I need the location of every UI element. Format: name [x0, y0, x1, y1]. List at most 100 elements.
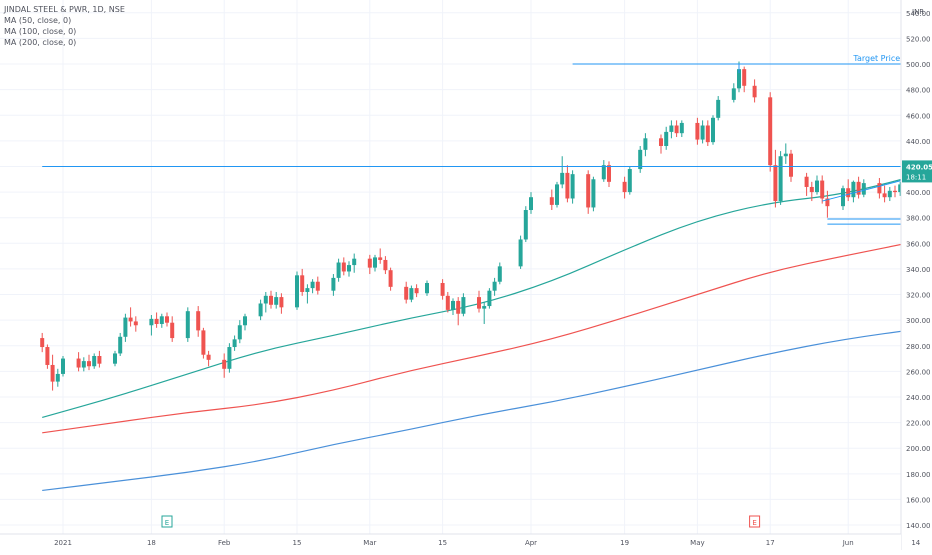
candle[interactable]	[674, 120, 679, 138]
candle[interactable]	[742, 66, 747, 93]
candle[interactable]	[133, 316, 138, 332]
candle[interactable]	[570, 170, 575, 204]
candle[interactable]	[97, 350, 102, 368]
candle[interactable]	[159, 313, 164, 328]
candle[interactable]	[882, 185, 887, 203]
candle[interactable]	[887, 186, 892, 202]
candle[interactable]	[560, 156, 565, 189]
candle[interactable]	[643, 133, 648, 157]
candle[interactable]	[877, 178, 882, 199]
candle[interactable]	[55, 368, 60, 387]
candle[interactable]	[196, 306, 201, 337]
candle[interactable]	[752, 79, 757, 103]
candle[interactable]	[622, 176, 627, 199]
indicator-ma100[interactable]: MA (100, close, 0)	[4, 27, 77, 36]
candle[interactable]	[118, 332, 123, 356]
candle[interactable]	[300, 268, 305, 296]
candle[interactable]	[549, 189, 554, 211]
current-price-tag[interactable]: 420.05 18:11	[902, 160, 932, 183]
candle[interactable]	[305, 284, 310, 304]
candle[interactable]	[601, 160, 606, 182]
candle[interactable]	[591, 176, 596, 212]
candle[interactable]	[669, 120, 674, 139]
candle[interactable]	[388, 267, 393, 291]
candle[interactable]	[445, 291, 450, 313]
candle[interactable]	[378, 248, 383, 264]
candle[interactable]	[269, 290, 273, 309]
candle[interactable]	[123, 313, 128, 342]
candle[interactable]	[149, 315, 154, 336]
candle[interactable]	[482, 302, 487, 324]
candle[interactable]	[383, 256, 388, 275]
candle[interactable]	[529, 192, 533, 214]
candle[interactable]	[50, 354, 55, 391]
candle[interactable]	[310, 279, 315, 294]
candle[interactable]	[341, 257, 346, 276]
candle[interactable]	[705, 120, 710, 146]
candle[interactable]	[523, 206, 528, 243]
candle[interactable]	[232, 335, 237, 351]
indicator-ma50[interactable]: MA (50, close, 0)	[4, 16, 72, 25]
candle[interactable]	[237, 320, 242, 344]
candle[interactable]	[352, 253, 357, 273]
candle[interactable]	[222, 353, 227, 378]
candle[interactable]	[711, 115, 715, 145]
candle[interactable]	[492, 277, 497, 296]
candle[interactable]	[497, 262, 502, 285]
candle[interactable]	[898, 181, 903, 196]
candle[interactable]	[783, 143, 788, 164]
candle[interactable]	[773, 149, 778, 208]
candle[interactable]	[846, 179, 851, 202]
candle[interactable]	[113, 350, 117, 367]
candle[interactable]	[778, 151, 783, 205]
candle[interactable]	[607, 161, 611, 187]
time-axis[interactable]	[0, 534, 901, 550]
candle[interactable]	[76, 352, 81, 372]
price-axis[interactable]	[901, 0, 932, 550]
candle[interactable]	[804, 172, 809, 196]
candle[interactable]	[440, 279, 445, 300]
candle[interactable]	[820, 175, 825, 204]
candle[interactable]	[45, 344, 50, 369]
candle[interactable]	[768, 92, 773, 172]
candle[interactable]	[487, 288, 492, 309]
candle[interactable]	[679, 120, 684, 138]
ma-line-50[interactable]	[42, 172, 927, 419]
candle[interactable]	[456, 297, 461, 326]
candle[interactable]	[809, 181, 814, 202]
candle[interactable]	[700, 120, 705, 144]
candle[interactable]	[87, 354, 91, 371]
candle[interactable]	[825, 190, 830, 218]
candle[interactable]	[638, 145, 643, 173]
earnings-marker[interactable]: E	[749, 515, 761, 528]
candle[interactable]	[414, 284, 419, 298]
candle[interactable]	[716, 96, 721, 121]
symbol-title[interactable]: JINDAL STEEL & PWR, 1D, NSE	[4, 5, 125, 14]
candle[interactable]	[40, 332, 45, 353]
candle[interactable]	[856, 176, 861, 199]
candle[interactable]	[815, 175, 819, 195]
candle[interactable]	[586, 170, 591, 214]
ma-line-200[interactable]	[42, 327, 927, 492]
candle[interactable]	[659, 134, 663, 154]
candle[interactable]	[279, 293, 284, 314]
candle[interactable]	[451, 298, 455, 316]
candle[interactable]	[227, 343, 232, 373]
earnings-marker[interactable]: E	[161, 515, 173, 528]
candle[interactable]	[347, 261, 351, 277]
candle[interactable]	[695, 117, 700, 145]
indicator-ma200[interactable]: MA (200, close, 0)	[4, 38, 77, 47]
candle[interactable]	[893, 185, 897, 198]
candle[interactable]	[128, 307, 133, 327]
candle[interactable]	[61, 356, 65, 377]
candle[interactable]	[263, 291, 268, 313]
candle[interactable]	[565, 165, 570, 203]
candle[interactable]	[555, 181, 559, 208]
candle[interactable]	[409, 285, 414, 303]
candle[interactable]	[274, 291, 279, 309]
candle[interactable]	[258, 299, 263, 321]
candle[interactable]	[185, 307, 190, 342]
candle[interactable]	[81, 357, 86, 372]
